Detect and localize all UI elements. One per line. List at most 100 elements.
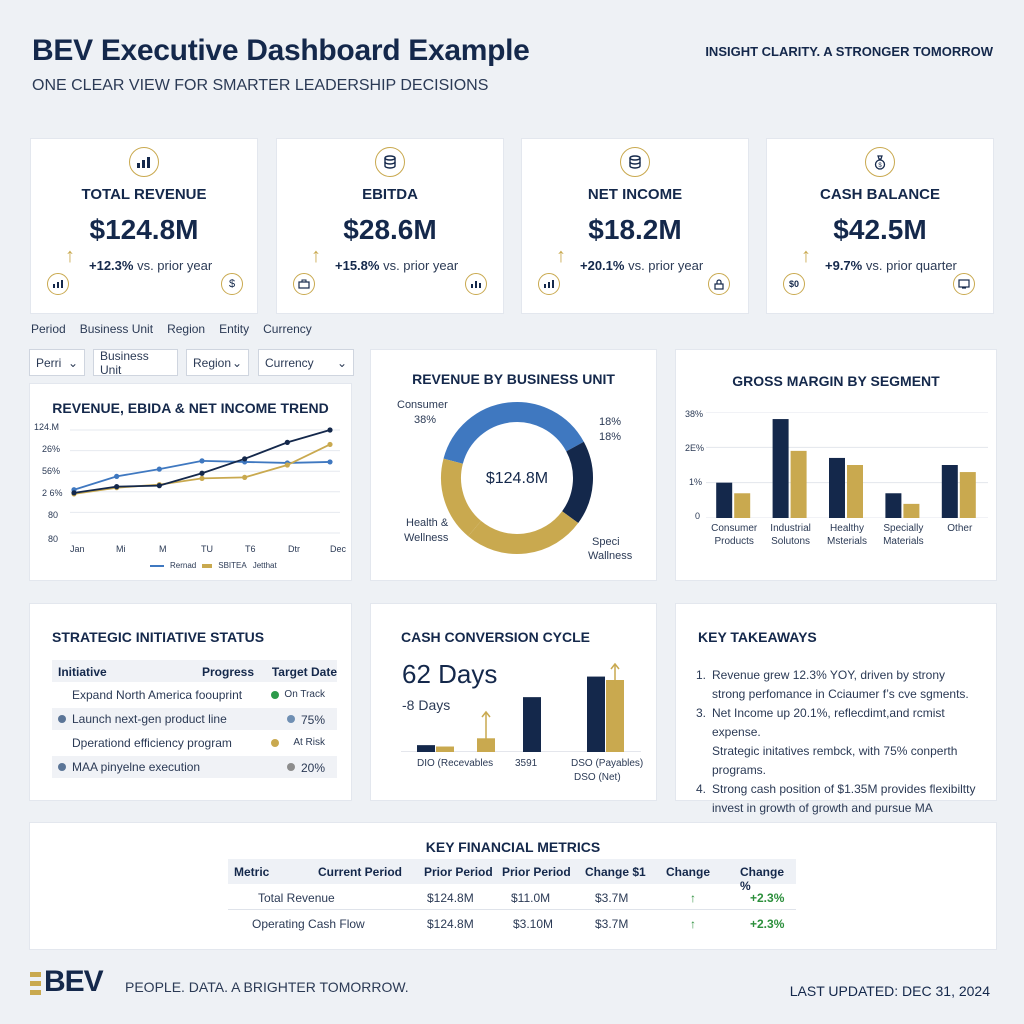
slice-pct: 18% [599,431,622,443]
panel-title: CASH CONVERSION CYCLE [401,629,591,645]
data-point [327,459,333,465]
kpi-card-revenue[interactable]: TOTAL REVENUE $124.8M ↑ +12.3% vs. prior… [30,138,258,314]
initiative-name: Expand North America foouprint [72,688,243,702]
table-row[interactable]: Dperationd efficiency program At Risk [52,732,337,754]
col-header: Prior Period [502,865,571,879]
period-select[interactable]: Perri ⌄ [29,349,85,376]
status-dot-icon [287,715,295,723]
bar [606,680,624,752]
money-bag-icon: $ [865,147,895,177]
metric-name: Operating Cash Flow [252,917,365,931]
revenue-bu-panel[interactable]: REVENUE BY BUSINESS UNIT $124.8M Consume… [370,349,657,581]
donut-center-value: $124.8M [485,470,549,487]
slice-label: Consumer [397,399,448,411]
bar [829,457,845,518]
page-title: BEV Executive Dashboard Example [32,34,530,67]
initiative-name: Launch next-gen product line [72,712,227,726]
table-row[interactable]: Operating Cash Flow $124.8M $3.10M $3.7M… [228,911,796,936]
donut-slice [561,441,593,524]
table-row[interactable]: Launch next-gen product line 75% [52,708,337,730]
filter-label-currency[interactable]: Currency [263,322,312,336]
y-tick: 80 [48,534,59,544]
initiative-name: MAA pinyelne execution [72,760,201,774]
bar [790,450,807,518]
filter-labels: Period Business Unit Region Entity Curre… [31,322,312,336]
gross-margin-panel[interactable]: GROSS MARGIN BY SEGMENT 38% 2E% 1% 0 Con… [675,349,997,581]
metric-current: $124.8M [427,891,474,905]
kpi-label: NET INCOME [587,186,683,203]
slice-pct: 18% [599,416,622,428]
data-point [284,462,290,468]
data-point [199,470,205,476]
page-subtitle: ONE CLEAR VIEW FOR SMARTER LEADERSHIP DE… [32,77,489,94]
col-header: Change $1 [585,865,646,879]
trend-panel[interactable]: REVENUE, EBIDA & NET INCOME TREND 124.M … [29,383,352,581]
dollar-icon: $ [221,273,243,295]
kpi-card-ebitda[interactable]: EBITDA $28.6M ↑ +15.8% vs. prior year [276,138,504,314]
bar [885,493,902,518]
bar [959,472,976,518]
gross-margin-plot [706,412,988,518]
table-row[interactable]: Expand North America foouprint On Track [52,684,337,706]
bar [772,419,789,518]
monitor-icon [953,273,975,295]
kpi-card-cash-balance[interactable]: $ CASH BALANCE $42.5M ↑ +9.7% vs. prior … [766,138,994,314]
x-tick: M [159,544,167,554]
kpi-value: $18.2M [588,214,682,245]
ccc-panel[interactable]: CASH CONVERSION CYCLE 62 Days -8 Days DI… [370,603,657,801]
initiative-name: Dperationd efficiency program [72,736,232,750]
takeaway-list: 1. Revenue grew 12.3% YOY, driven by stro… [696,666,996,837]
x-tick: Jan [70,544,85,554]
x-tick: DIO (Recevables [417,758,494,769]
arrow-up-icon: ↑ [65,245,75,267]
logo-mark-icon [30,970,42,997]
bar [436,746,454,752]
kpi-card-net-income[interactable]: NET INCOME $18.2M ↑ +20.1% vs. prior yea… [521,138,749,314]
coins-icon [620,147,650,177]
kpi-label: CASH BALANCE [820,186,940,203]
x-tick: Other [947,523,973,534]
lock-icon [708,273,730,295]
filter-label-region[interactable]: Region [167,322,206,336]
x-tick: 3591 [515,758,538,769]
x-tick: DSO (Net) [574,772,621,783]
panel-title: KEY TAKEAWAYS [698,629,817,645]
kpi-value: $124.8M [89,214,199,245]
kpi-change: +12.3% [89,258,134,273]
region-select[interactable]: Region ⌄ [186,349,249,376]
y-tick: 26% [42,444,61,454]
kpi-change: +20.1% [580,258,625,273]
y-tick: 124.M [34,422,60,432]
currency-select[interactable]: Currency ⌄ [258,349,354,376]
x-tick: Dec [330,544,347,554]
y-tick: 2E% [685,443,705,453]
kpi-change: +15.8% [335,258,380,273]
col-header: Prior Period [424,865,493,879]
data-point [327,441,333,448]
kpi-change-note: vs. prior year [628,258,704,273]
filter-label-business-unit[interactable]: Business Unit [79,322,154,336]
bar [417,745,435,752]
arrow-up-icon: ↑ [556,245,566,267]
initiatives-panel[interactable]: STRATEGIC INITIATIVE STATUS Initiative P… [29,603,352,801]
legend-item: Jetthat [252,561,277,570]
arrow-up-icon: ↑ [690,891,696,905]
x-tick: Healthy Msterials [826,523,867,547]
takeaways-panel[interactable]: KEY TAKEAWAYS 1. Revenue grew 12.3% YOY, … [675,603,997,834]
table-row[interactable]: MAA pinyelne execution 20% [52,756,337,778]
donut-slice [443,402,584,465]
filter-label-period[interactable]: Period [31,322,66,336]
table-row[interactable]: Total Revenue $124.8M $11.0M $3.7M ↑ +2.… [228,885,796,910]
filter-label-entity[interactable]: Entity [219,322,250,336]
col-header: Metric [234,865,270,879]
legend: Rernad SBITEA Jetthat [150,561,277,570]
panel-title: KEY FINANCIAL METRICS [425,839,601,855]
y-tick: 2 6% [42,488,63,498]
metrics-panel[interactable]: KEY FINANCIAL METRICS [29,822,997,950]
x-tick: T6 [245,544,256,554]
kpi-value: $28.6M [343,214,437,245]
metric-change: $3.7M [595,891,629,905]
business-unit-select[interactable]: Business Unit [93,349,178,377]
legend-item: SBITEA [218,561,247,570]
bar [847,465,863,518]
